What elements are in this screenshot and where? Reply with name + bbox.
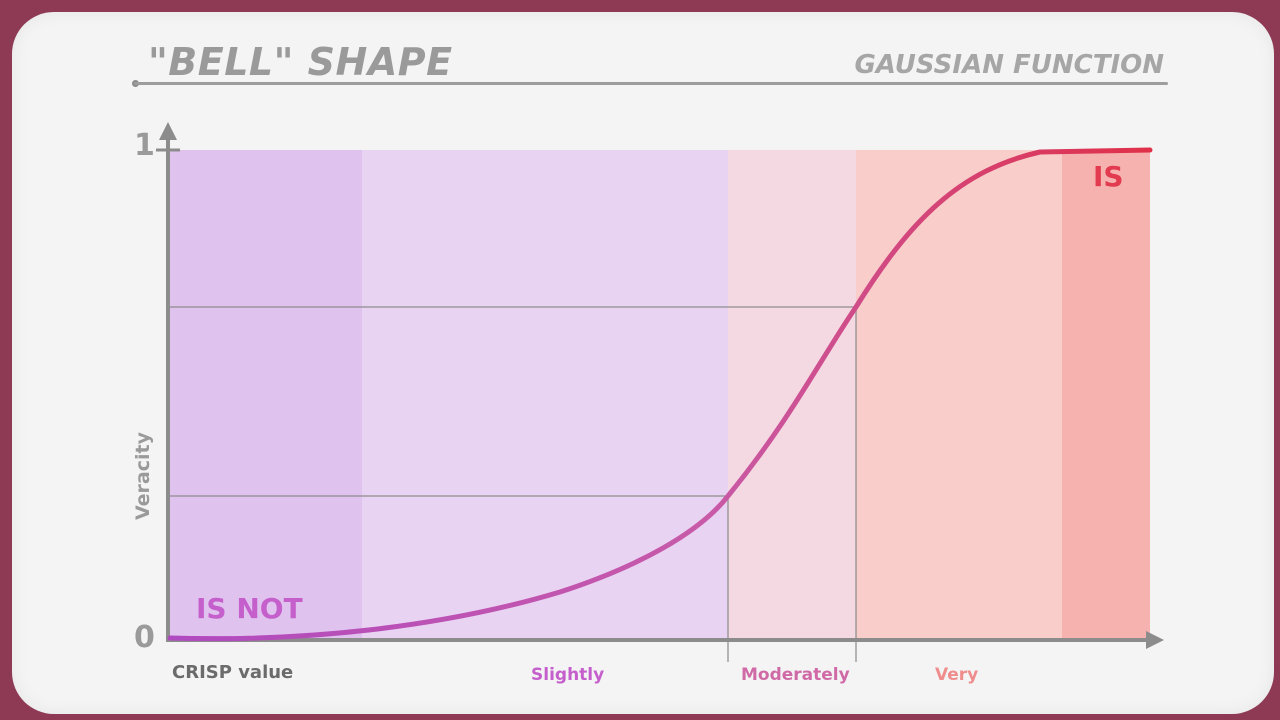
sigmoid-curve — [167, 147, 1153, 642]
is-not-label: IS NOT — [196, 592, 303, 625]
slide-title: "BELL" SHAPE — [148, 40, 453, 84]
y-max-label: 1 — [134, 128, 155, 163]
y-axis-arrow — [159, 122, 177, 140]
zone-moderately — [728, 150, 856, 640]
zone-label-moderately: Moderately — [741, 665, 850, 685]
slide-subtitle: GAUSSIAN FUNCTION — [854, 50, 1164, 80]
zone-slightly — [362, 150, 728, 640]
header-rule — [134, 82, 1168, 85]
zone-label-slightly: Slightly — [531, 665, 605, 685]
zone-is-not — [168, 150, 362, 640]
y-axis-label: Veracity — [132, 432, 154, 520]
x-axis-arrow — [1146, 631, 1164, 649]
y-min-label: 0 — [134, 620, 155, 655]
is-label: IS — [1093, 160, 1124, 193]
x-axis-label: CRISP value — [172, 662, 294, 683]
zone-very — [856, 150, 1062, 640]
zone-label-very: Very — [935, 665, 979, 685]
zone-is — [1062, 150, 1150, 640]
